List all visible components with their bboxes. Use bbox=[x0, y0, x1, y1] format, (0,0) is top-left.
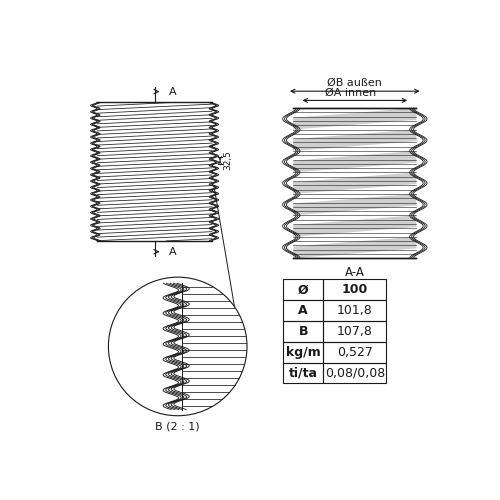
Text: ØB außen: ØB außen bbox=[328, 78, 382, 88]
Bar bbox=[283, 342, 323, 362]
Text: 32,5: 32,5 bbox=[223, 150, 232, 171]
Bar bbox=[283, 321, 323, 342]
Bar bbox=[323, 342, 386, 362]
Text: A: A bbox=[168, 246, 176, 256]
Bar bbox=[323, 362, 386, 384]
Text: A-A: A-A bbox=[345, 266, 364, 279]
Polygon shape bbox=[293, 108, 416, 130]
Polygon shape bbox=[293, 236, 416, 258]
Text: A: A bbox=[298, 304, 308, 317]
Text: 0,08/0,08: 0,08/0,08 bbox=[324, 366, 385, 380]
Text: 0,527: 0,527 bbox=[337, 346, 372, 358]
Polygon shape bbox=[293, 215, 416, 237]
Text: 100: 100 bbox=[342, 284, 368, 296]
Bar bbox=[283, 362, 323, 384]
Polygon shape bbox=[293, 194, 416, 216]
Bar bbox=[283, 280, 323, 300]
Text: B: B bbox=[298, 325, 308, 338]
Text: 101,8: 101,8 bbox=[337, 304, 372, 317]
Text: ØA innen: ØA innen bbox=[326, 88, 376, 98]
Text: ti/ta: ti/ta bbox=[288, 366, 318, 380]
Bar bbox=[283, 300, 323, 321]
Text: kg/m: kg/m bbox=[286, 346, 320, 358]
Bar bbox=[323, 280, 386, 300]
Polygon shape bbox=[293, 172, 416, 194]
Text: A: A bbox=[168, 86, 176, 97]
Text: 107,8: 107,8 bbox=[337, 325, 372, 338]
Text: B (2 : 1): B (2 : 1) bbox=[156, 421, 200, 431]
Polygon shape bbox=[293, 130, 416, 151]
Bar bbox=[323, 300, 386, 321]
Bar bbox=[323, 321, 386, 342]
Text: Ø: Ø bbox=[298, 284, 308, 296]
Polygon shape bbox=[293, 151, 416, 172]
